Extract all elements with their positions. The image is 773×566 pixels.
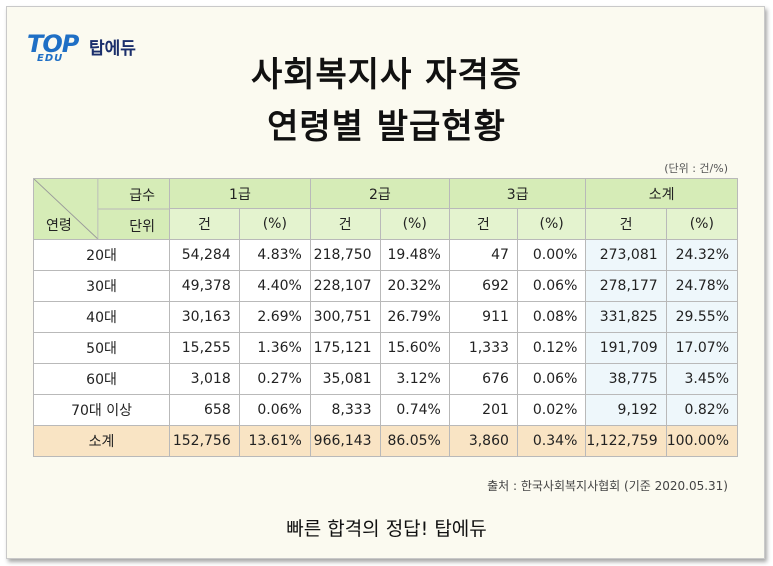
table-cell: 911 [448,301,518,333]
row-label: 20대 [32,239,171,271]
table-cell: 0.00% [516,239,587,271]
table-cell: 4.83% [238,239,311,271]
logo-name: 탑에듀 [89,39,136,59]
table-cell: 300,751 [309,301,381,333]
sub-header-count: 건 [169,208,240,240]
table-cell: 0.08% [516,301,587,333]
row-label: 60대 [32,363,171,395]
corner-label-unit: 단위 [129,219,156,235]
group-header-grade1: 1급 [169,178,311,209]
row-label: 70대 이상 [32,394,171,426]
source-note: 출처 : 한국사회복지사협회 (기준 2020.05.31) [487,479,728,493]
total-cell: 152,756 [169,425,240,457]
logo-sub: EDU [37,53,64,64]
table-cell: 0.06% [238,394,311,426]
table-row: 50대 15,255 1.36% 175,121 15.60% 1,333 0.… [32,332,739,364]
table-cell: 15.60% [379,332,450,364]
brand-logo[interactable]: TOP EDU 탑에듀 [27,27,157,69]
tagline: 빠른 합격의 정답! 탑에듀 [286,518,487,540]
table-cell: 3.45% [665,363,739,395]
sub-header-percent: (%) [665,208,739,240]
total-row: 소계 152,756 13.61% 966,143 86.05% 3,860 0… [32,425,739,457]
total-cell: 3,860 [448,425,518,457]
logo-mark: TOP [27,30,79,58]
infographic-card: TOP EDU 탑에듀 사회복지사 자격증 연령별 발급현황 (단위 : 건/%… [6,6,765,559]
table-cell: 175,121 [309,332,381,364]
total-cell: 1,122,759 [585,425,667,457]
sub-header-percent: (%) [238,208,311,240]
sub-header-count: 건 [448,208,518,240]
table-cell: 1,333 [448,332,518,364]
table-cell: 8,333 [309,394,381,426]
table-corner-header: 급수 단위 연령 [32,178,171,240]
table-cell: 3.12% [379,363,450,395]
row-label: 40대 [32,301,171,333]
group-header-grade3: 3급 [448,178,587,209]
table-cell: 38,775 [585,363,667,395]
table-cell: 1.36% [238,332,311,364]
corner-label-grade: 급수 [129,188,156,204]
total-cell: 13.61% [238,425,311,457]
row-label: 50대 [32,332,171,364]
total-label: 소계 [32,425,171,457]
total-cell: 86.05% [379,425,450,457]
table-row: 30대 49,378 4.40% 228,107 20.32% 692 0.06… [32,270,739,302]
total-cell: 100.00% [665,425,739,457]
corner-label-age: 연령 [46,218,72,234]
sub-header-percent: (%) [379,208,450,240]
table-cell: 191,709 [585,332,667,364]
table-cell: 17.07% [665,332,739,364]
table-cell: 15,255 [169,332,240,364]
table-cell: 218,750 [309,239,381,271]
table-cell: 278,177 [585,270,667,302]
table-cell: 228,107 [309,270,381,302]
table-row: 20대 54,284 4.83% 218,750 19.48% 47 0.00%… [32,239,739,271]
table-cell: 0.27% [238,363,311,395]
total-cell: 966,143 [309,425,381,457]
table-cell: 0.74% [379,394,450,426]
sub-header-count: 건 [309,208,381,240]
table-cell: 0.06% [516,270,587,302]
table-cell: 658 [169,394,240,426]
table-cell: 676 [448,363,518,395]
table-cell: 331,825 [585,301,667,333]
table-cell: 0.02% [516,394,587,426]
group-header-grade2: 2급 [309,178,450,209]
table-cell: 54,284 [169,239,240,271]
unit-note: (단위 : 건/%) [664,162,728,175]
table-cell: 9,192 [585,394,667,426]
table-cell: 692 [448,270,518,302]
table-row: 40대 30,163 2.69% 300,751 26.79% 911 0.08… [32,301,739,333]
issuance-table: 급수 단위 연령 1급 2급 3급 소계 건 (%) 건 (%) 건 (%) 건… [32,178,739,457]
table-cell: 35,081 [309,363,381,395]
table-cell: 201 [448,394,518,426]
page-title-line2: 연령별 발급현황 [267,107,506,147]
table-cell: 24.78% [665,270,739,302]
table-cell: 3,018 [169,363,240,395]
table-cell: 20.32% [379,270,450,302]
table-cell: 2.69% [238,301,311,333]
table-cell: 47 [448,239,518,271]
table-cell: 0.06% [516,363,587,395]
table-cell: 30,163 [169,301,240,333]
group-header-subtotal: 소계 [585,178,738,209]
table-row: 70대 이상 658 0.06% 8,333 0.74% 201 0.02% 9… [32,394,739,426]
table-cell: 0.12% [516,332,587,364]
total-cell: 0.34% [516,425,587,457]
table-cell: 0.82% [665,394,739,426]
table-cell: 29.55% [665,301,739,333]
row-label: 30대 [32,270,171,302]
sub-header-percent: (%) [516,208,587,240]
page-title-line1: 사회복지사 자격증 [250,55,523,95]
corner-diagonal-lines [34,179,170,239]
table-cell: 273,081 [585,239,667,271]
table-cell: 26.79% [379,301,450,333]
table-cell: 49,378 [169,270,240,302]
table-cell: 19.48% [379,239,450,271]
table-cell: 4.40% [238,270,311,302]
sub-header-count: 건 [585,208,667,240]
table-row: 60대 3,018 0.27% 35,081 3.12% 676 0.06% 3… [32,363,739,395]
table-cell: 24.32% [665,239,739,271]
